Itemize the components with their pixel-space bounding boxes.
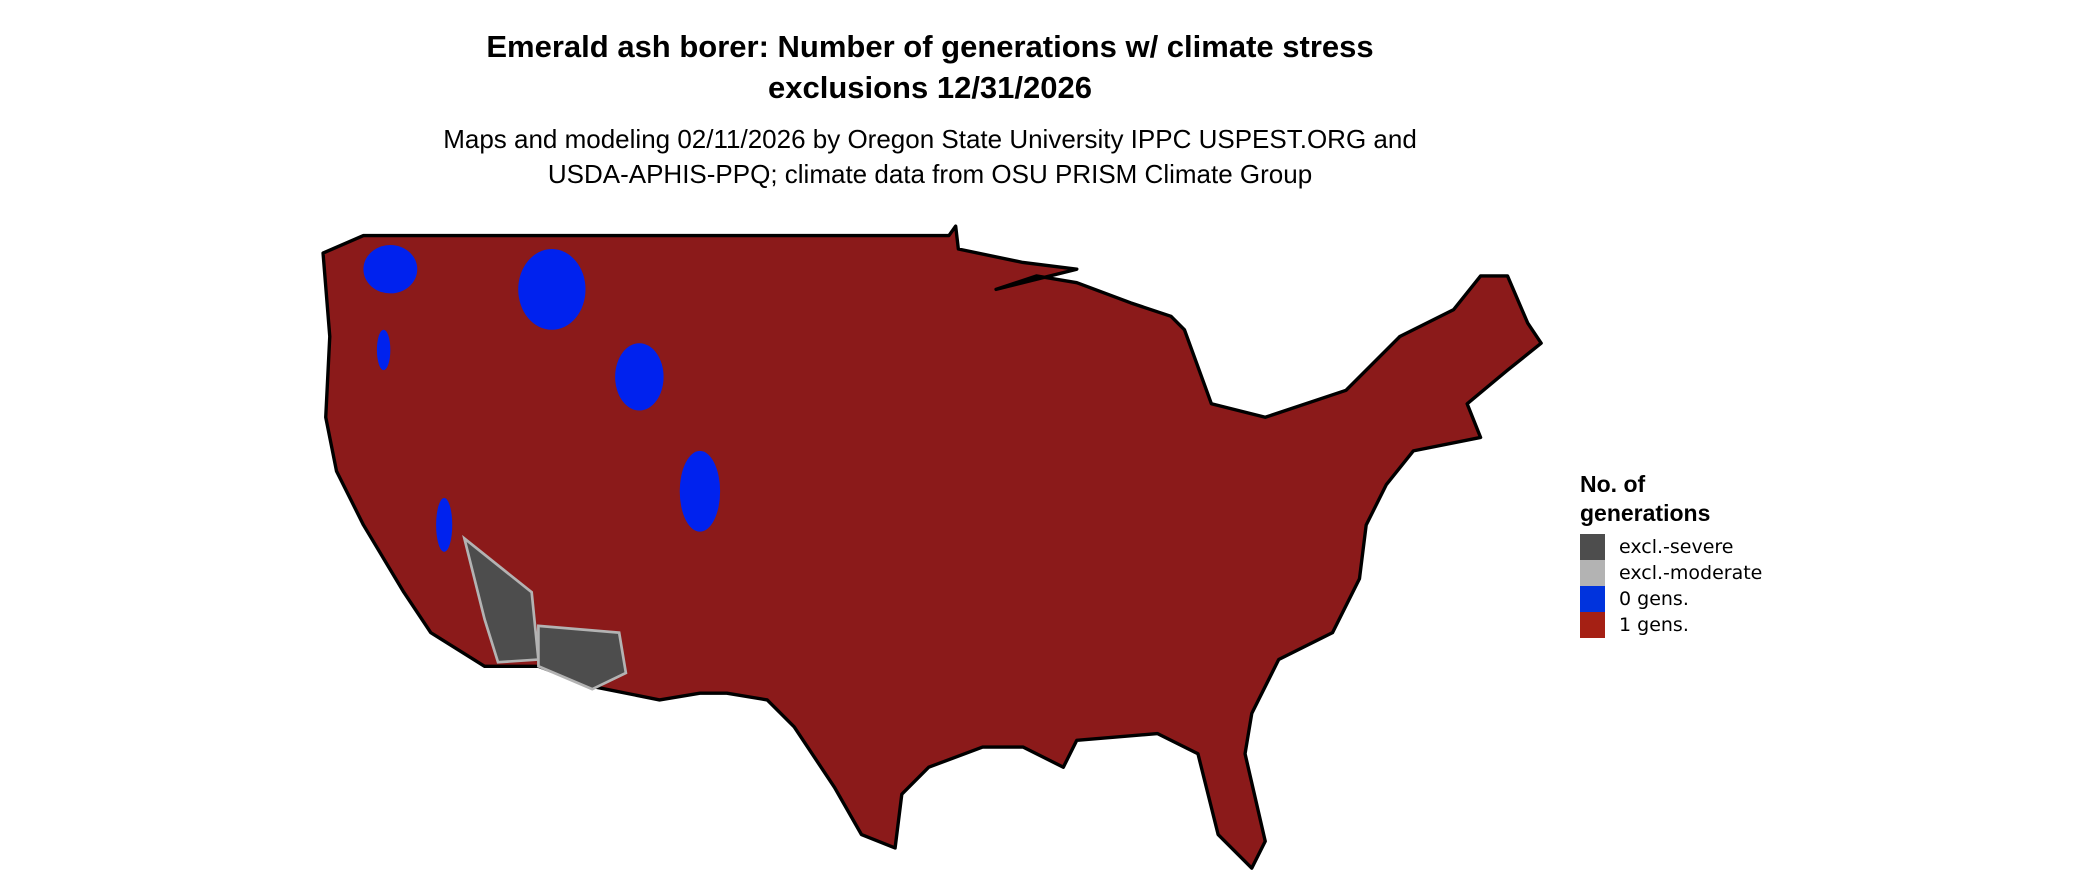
legend-title-line-2: generations (1580, 500, 1711, 526)
legend-title-line-1: No. of (1580, 471, 1646, 497)
us-land (321, 224, 1543, 870)
legend-item-excl-severe: excl.-severe (1580, 534, 1762, 560)
legend-title: No. of generations (1580, 470, 1762, 528)
title-line-2: exclusions 12/31/2026 (767, 70, 1092, 105)
subtitle-line-2: USDA-APHIS-PPQ; climate data from OSU PR… (547, 159, 1313, 189)
zero-generation-areas (363, 244, 721, 552)
legend-label: 0 gens. (1619, 588, 1689, 610)
legend-label: excl.-moderate (1619, 562, 1763, 584)
legend-swatch (1580, 586, 1605, 612)
legend-item-excl-moderate: excl.-moderate (1580, 560, 1762, 586)
map-subtitle: Maps and modeling 02/11/2026 by Oregon S… (0, 122, 1860, 192)
legend-item-1-gens: 1 gens. (1580, 612, 1762, 638)
subtitle-line-1: Maps and modeling 02/11/2026 by Oregon S… (443, 124, 1417, 154)
legend-label: 1 gens. (1619, 614, 1689, 636)
severe-exclusion-areas (462, 534, 628, 691)
map-title: Emerald ash borer: Number of generations… (0, 26, 1860, 108)
legend-label: excl.-severe (1619, 536, 1734, 558)
legend-swatch (1580, 534, 1605, 560)
legend: No. of generations excl.-severe excl.-mo… (1580, 470, 1762, 638)
legend-swatch (1580, 612, 1605, 638)
legend-item-0-gens: 0 gens. (1580, 586, 1762, 612)
title-line-1: Emerald ash borer: Number of generations… (486, 29, 1374, 64)
legend-swatch (1580, 560, 1605, 586)
